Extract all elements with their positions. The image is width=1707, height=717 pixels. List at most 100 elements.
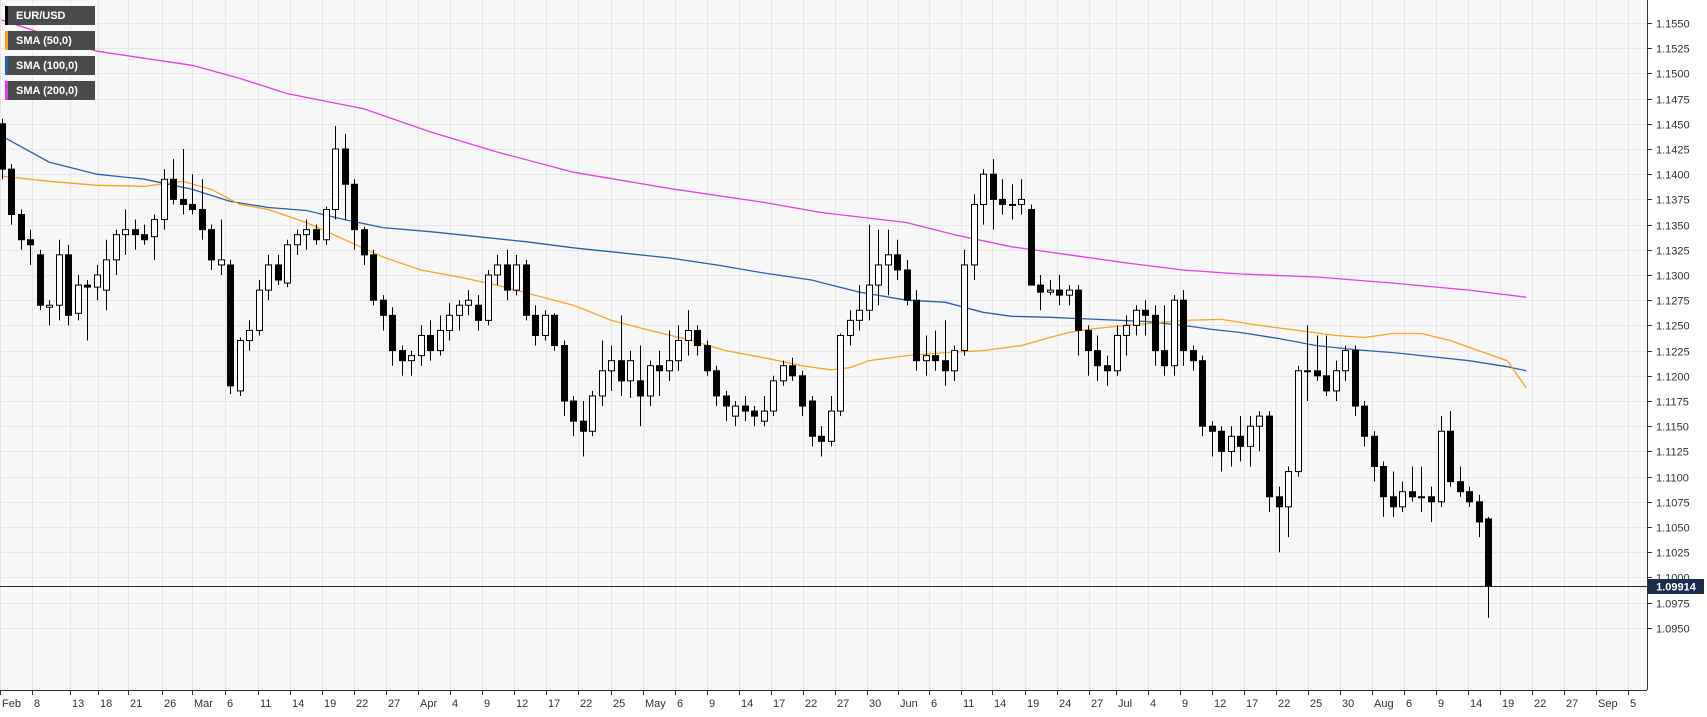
candle (999, 179, 1006, 215)
legend-item-sma100[interactable]: SMA (100,0) (5, 56, 95, 75)
candle-body-up (323, 208, 330, 241)
candle (256, 280, 263, 336)
candle-body-down (1380, 466, 1387, 498)
candle (494, 254, 501, 286)
candle-body-down (361, 229, 368, 256)
candle (1161, 305, 1168, 376)
candle-body-down (1237, 435, 1244, 447)
y-tick-label: 1.1275 (1656, 296, 1690, 308)
candle (809, 395, 816, 447)
candle-body-down (1457, 481, 1464, 493)
candle-body-down (1180, 299, 1187, 352)
candle-body-up (647, 365, 654, 397)
candle-body-down (1390, 496, 1397, 508)
candle-body-down (141, 234, 148, 241)
candle-body-up (866, 284, 873, 311)
candle (570, 395, 577, 437)
candle (837, 333, 844, 417)
candle-body-down (704, 345, 711, 372)
candle-body-down (713, 370, 720, 397)
candle-body-down (818, 435, 825, 442)
candle-body-up (1247, 425, 1254, 447)
candle-body-up (599, 370, 606, 397)
sma200-line (1, 19, 1527, 298)
candle-body-up (1009, 203, 1016, 206)
candle (485, 269, 492, 326)
y-tick-label: 1.1525 (1656, 44, 1690, 56)
candle-body-up (75, 284, 82, 314)
candle (1085, 325, 1092, 376)
candle-body-down (84, 284, 91, 288)
candle (532, 305, 539, 346)
x-tick-label: 6 (931, 698, 937, 710)
x-tick-label: 9 (709, 698, 715, 710)
candle-body-up (1171, 299, 1178, 367)
candle-body-up (675, 340, 682, 362)
x-tick-label: 12 (1214, 698, 1226, 710)
candle (1438, 416, 1445, 507)
legend-item-sma200[interactable]: SMA (200,0) (5, 81, 95, 100)
candle (627, 350, 634, 398)
candle-body-up (1123, 324, 1130, 336)
candle-body-down (742, 405, 749, 412)
x-tick-label: 17 (1246, 698, 1258, 710)
x-tick-label: 9 (484, 698, 490, 710)
candle-body-up (875, 264, 882, 286)
candle (170, 159, 177, 205)
candle-body-up (971, 203, 978, 266)
candle-body-down (199, 208, 206, 231)
candle (1409, 466, 1416, 502)
candle (608, 345, 615, 391)
candle-body-down (904, 269, 911, 301)
candle (294, 229, 301, 255)
candle-body-up (1399, 491, 1406, 508)
legend-item-sma50[interactable]: SMA (50,0) (5, 31, 95, 50)
candle (780, 360, 787, 386)
candle-body-down (275, 264, 282, 281)
candle (1123, 315, 1130, 356)
candle (818, 426, 825, 457)
candle (1199, 355, 1206, 437)
candle (1256, 411, 1263, 452)
x-tick-label: 24 (1059, 698, 1071, 710)
x-tick-label: 11 (260, 698, 271, 710)
candle (122, 209, 129, 255)
candle-body-down (208, 229, 215, 261)
candle-body-up (494, 264, 501, 276)
x-tick-label: 5 (1630, 698, 1636, 710)
candle (456, 300, 463, 331)
last-price-layer: 1.09914 (1648, 579, 1704, 594)
candle (1247, 416, 1254, 467)
candle-body-down (1361, 405, 1368, 437)
candle (199, 179, 206, 240)
sma-lines (1, 19, 1527, 389)
candle (1056, 275, 1063, 306)
candle-body-up (1304, 370, 1311, 373)
candle (1352, 345, 1359, 417)
candle-body-down (1190, 350, 1197, 362)
candle-body-up (828, 410, 835, 442)
x-tick-label: Jul (1118, 698, 1132, 710)
candle-body-up (685, 329, 692, 342)
candle-body-up (256, 289, 263, 331)
x-tick-label: 22 (356, 698, 368, 710)
candle (361, 226, 368, 265)
y-tick-label: 1.1250 (1656, 321, 1690, 333)
candle (504, 249, 511, 301)
y-tick-label: 1.0950 (1656, 624, 1690, 636)
x-tick-label: Mar (194, 698, 213, 710)
candle (1133, 305, 1140, 336)
candle-body-up (1066, 289, 1073, 296)
x-tick-label: Feb (2, 698, 21, 710)
candle-body-up (151, 219, 158, 238)
legend-item-eurusd[interactable]: EUR/USD (5, 6, 95, 25)
candle-body-down (723, 395, 730, 407)
candle-body-up (856, 309, 863, 321)
candle-body-up (666, 360, 673, 372)
candle-body-down (427, 334, 434, 352)
candle (990, 159, 997, 230)
candle-body-down (1323, 375, 1330, 392)
candle-body-down (1037, 284, 1044, 293)
candle-body-up (732, 405, 739, 417)
candle (370, 249, 377, 306)
